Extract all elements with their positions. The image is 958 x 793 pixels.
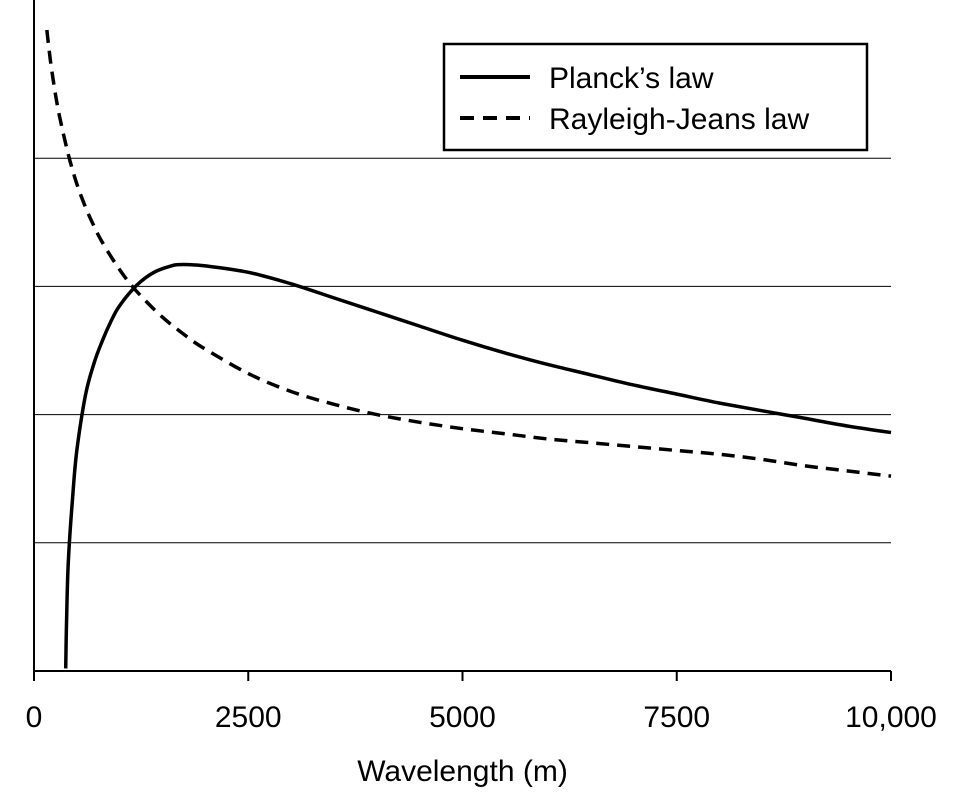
x-tick-label-2: 5000 xyxy=(429,701,496,734)
legend: Planck’s law Rayleigh-Jeans law xyxy=(442,42,869,152)
x-tick-label-0: 0 xyxy=(26,701,43,734)
legend-label-planck: Planck’s law xyxy=(549,62,714,95)
series-layer xyxy=(45,29,892,669)
x-tick-label-3: 7500 xyxy=(643,701,710,734)
x-axis-title: Wavelength (m) xyxy=(357,755,568,788)
grid-layer xyxy=(34,157,891,544)
x-tick-label-1: 2500 xyxy=(215,701,282,734)
series-line-planck xyxy=(63,262,892,669)
tick-layer: 0 2500 5000 7500 10,000 xyxy=(26,671,937,734)
legend-box xyxy=(442,42,869,152)
series-line-rayleigh-jeans xyxy=(45,29,892,478)
x-tick-label-4: 10,000 xyxy=(845,701,937,734)
legend-label-rayleigh-jeans: Rayleigh-Jeans law xyxy=(549,103,809,136)
